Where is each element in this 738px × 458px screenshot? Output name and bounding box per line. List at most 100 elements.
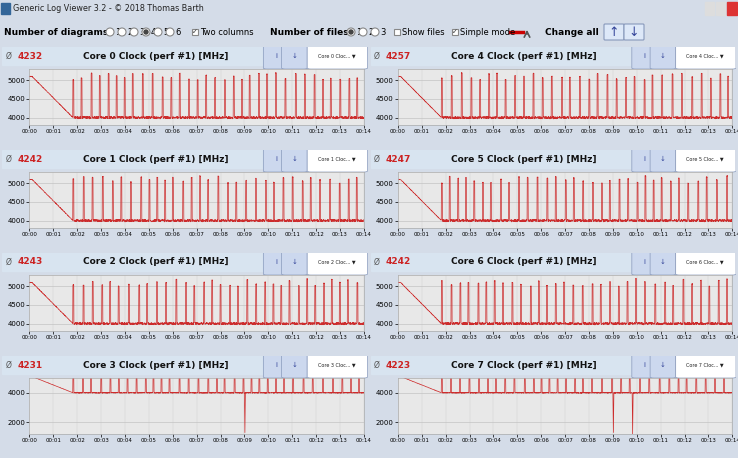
Text: ↓: ↓ — [292, 259, 297, 265]
Text: Ø: Ø — [6, 154, 12, 164]
FancyBboxPatch shape — [624, 24, 644, 40]
Text: Core 1 Clock (perf #1) [MHz]: Core 1 Clock (perf #1) [MHz] — [83, 154, 228, 164]
Text: Show files: Show files — [402, 27, 444, 37]
Bar — [716, 2, 725, 15]
Text: Core 1 Cloc... ▼: Core 1 Cloc... ▼ — [317, 157, 355, 162]
Bar — [705, 2, 714, 15]
Text: ↓: ↓ — [629, 26, 639, 38]
Text: 5: 5 — [163, 27, 168, 37]
Text: 4243: 4243 — [18, 257, 43, 267]
FancyBboxPatch shape — [632, 43, 658, 69]
Circle shape — [154, 28, 162, 36]
FancyBboxPatch shape — [650, 249, 676, 275]
FancyBboxPatch shape — [307, 146, 368, 172]
Text: i: i — [275, 53, 277, 59]
Text: Core 6 Clock (perf #1) [MHz]: Core 6 Clock (perf #1) [MHz] — [451, 257, 597, 267]
Text: ↓: ↓ — [292, 53, 297, 59]
Circle shape — [130, 28, 138, 36]
Text: 4242: 4242 — [386, 257, 411, 267]
Text: Ø: Ø — [6, 360, 12, 370]
Text: ✓: ✓ — [452, 29, 458, 35]
Text: Ø: Ø — [6, 257, 12, 267]
FancyBboxPatch shape — [307, 43, 368, 69]
Text: Ø: Ø — [374, 257, 380, 267]
Bar — [452, 29, 458, 35]
FancyBboxPatch shape — [263, 352, 289, 378]
Bar — [2, 253, 368, 271]
Text: Core 6 Cloc... ▼: Core 6 Cloc... ▼ — [686, 260, 724, 265]
FancyBboxPatch shape — [263, 146, 289, 172]
Bar — [394, 29, 400, 35]
Text: i: i — [275, 362, 277, 368]
Text: ↓: ↓ — [660, 259, 666, 265]
Text: Core 7 Clock (perf #1) [MHz]: Core 7 Clock (perf #1) [MHz] — [451, 360, 597, 370]
Text: 1: 1 — [115, 27, 120, 37]
FancyBboxPatch shape — [604, 24, 624, 40]
Bar — [370, 356, 736, 374]
FancyBboxPatch shape — [282, 249, 307, 275]
Text: Core 0 Clock (perf #1) [MHz]: Core 0 Clock (perf #1) [MHz] — [83, 51, 228, 60]
FancyBboxPatch shape — [650, 43, 676, 69]
Text: 2: 2 — [368, 27, 373, 37]
Text: Core 0 Cloc... ▼: Core 0 Cloc... ▼ — [317, 54, 355, 59]
Text: ↓: ↓ — [660, 362, 666, 368]
FancyBboxPatch shape — [282, 146, 307, 172]
Text: i: i — [275, 156, 277, 162]
FancyBboxPatch shape — [676, 352, 736, 378]
Circle shape — [349, 30, 353, 34]
FancyBboxPatch shape — [676, 43, 736, 69]
Circle shape — [106, 28, 114, 36]
Bar — [727, 2, 737, 15]
Circle shape — [371, 28, 379, 36]
Text: Core 3 Cloc... ▼: Core 3 Cloc... ▼ — [317, 362, 355, 367]
Text: Core 2 Cloc... ▼: Core 2 Cloc... ▼ — [317, 260, 355, 265]
Text: Core 7 Cloc... ▼: Core 7 Cloc... ▼ — [686, 362, 724, 367]
Text: Two columns: Two columns — [200, 27, 254, 37]
Text: 4231: 4231 — [18, 360, 43, 370]
FancyBboxPatch shape — [263, 249, 289, 275]
Text: 3: 3 — [380, 27, 385, 37]
FancyBboxPatch shape — [650, 146, 676, 172]
Circle shape — [142, 28, 150, 36]
Text: i: i — [275, 259, 277, 265]
Bar — [2, 150, 368, 168]
Circle shape — [144, 30, 148, 34]
Text: ↑: ↑ — [609, 26, 619, 38]
Text: ↓: ↓ — [660, 53, 666, 59]
Text: Generic Log Viewer 3.2 - © 2018 Thomas Barth: Generic Log Viewer 3.2 - © 2018 Thomas B… — [13, 4, 204, 13]
Text: Number of diagrams: Number of diagrams — [4, 27, 108, 37]
FancyBboxPatch shape — [632, 146, 658, 172]
Text: Change all: Change all — [545, 27, 599, 37]
Circle shape — [359, 28, 367, 36]
Text: ↓: ↓ — [660, 156, 666, 162]
Text: 6: 6 — [175, 27, 180, 37]
Text: i: i — [644, 259, 646, 265]
FancyBboxPatch shape — [676, 146, 736, 172]
Text: 3: 3 — [139, 27, 145, 37]
Text: i: i — [644, 362, 646, 368]
Text: Number of files: Number of files — [270, 27, 348, 37]
Bar — [1, 3, 10, 15]
Text: 2: 2 — [127, 27, 132, 37]
Text: ✓: ✓ — [192, 29, 198, 35]
Bar — [370, 253, 736, 271]
Text: ↓: ↓ — [292, 156, 297, 162]
Bar — [2, 356, 368, 374]
Text: i: i — [644, 156, 646, 162]
Text: Core 5 Clock (perf #1) [MHz]: Core 5 Clock (perf #1) [MHz] — [451, 154, 597, 164]
Circle shape — [347, 28, 355, 36]
Text: 4247: 4247 — [386, 154, 411, 164]
FancyBboxPatch shape — [282, 352, 307, 378]
Bar — [2, 47, 368, 65]
FancyBboxPatch shape — [650, 352, 676, 378]
Text: 4223: 4223 — [386, 360, 411, 370]
Text: Core 4 Cloc... ▼: Core 4 Cloc... ▼ — [686, 54, 724, 59]
FancyBboxPatch shape — [632, 249, 658, 275]
Text: Simple mode: Simple mode — [460, 27, 515, 37]
FancyBboxPatch shape — [307, 249, 368, 275]
Text: Ø: Ø — [6, 51, 12, 60]
Text: i: i — [644, 53, 646, 59]
Text: Ø: Ø — [374, 360, 380, 370]
Text: 4242: 4242 — [18, 154, 43, 164]
Bar — [192, 29, 198, 35]
